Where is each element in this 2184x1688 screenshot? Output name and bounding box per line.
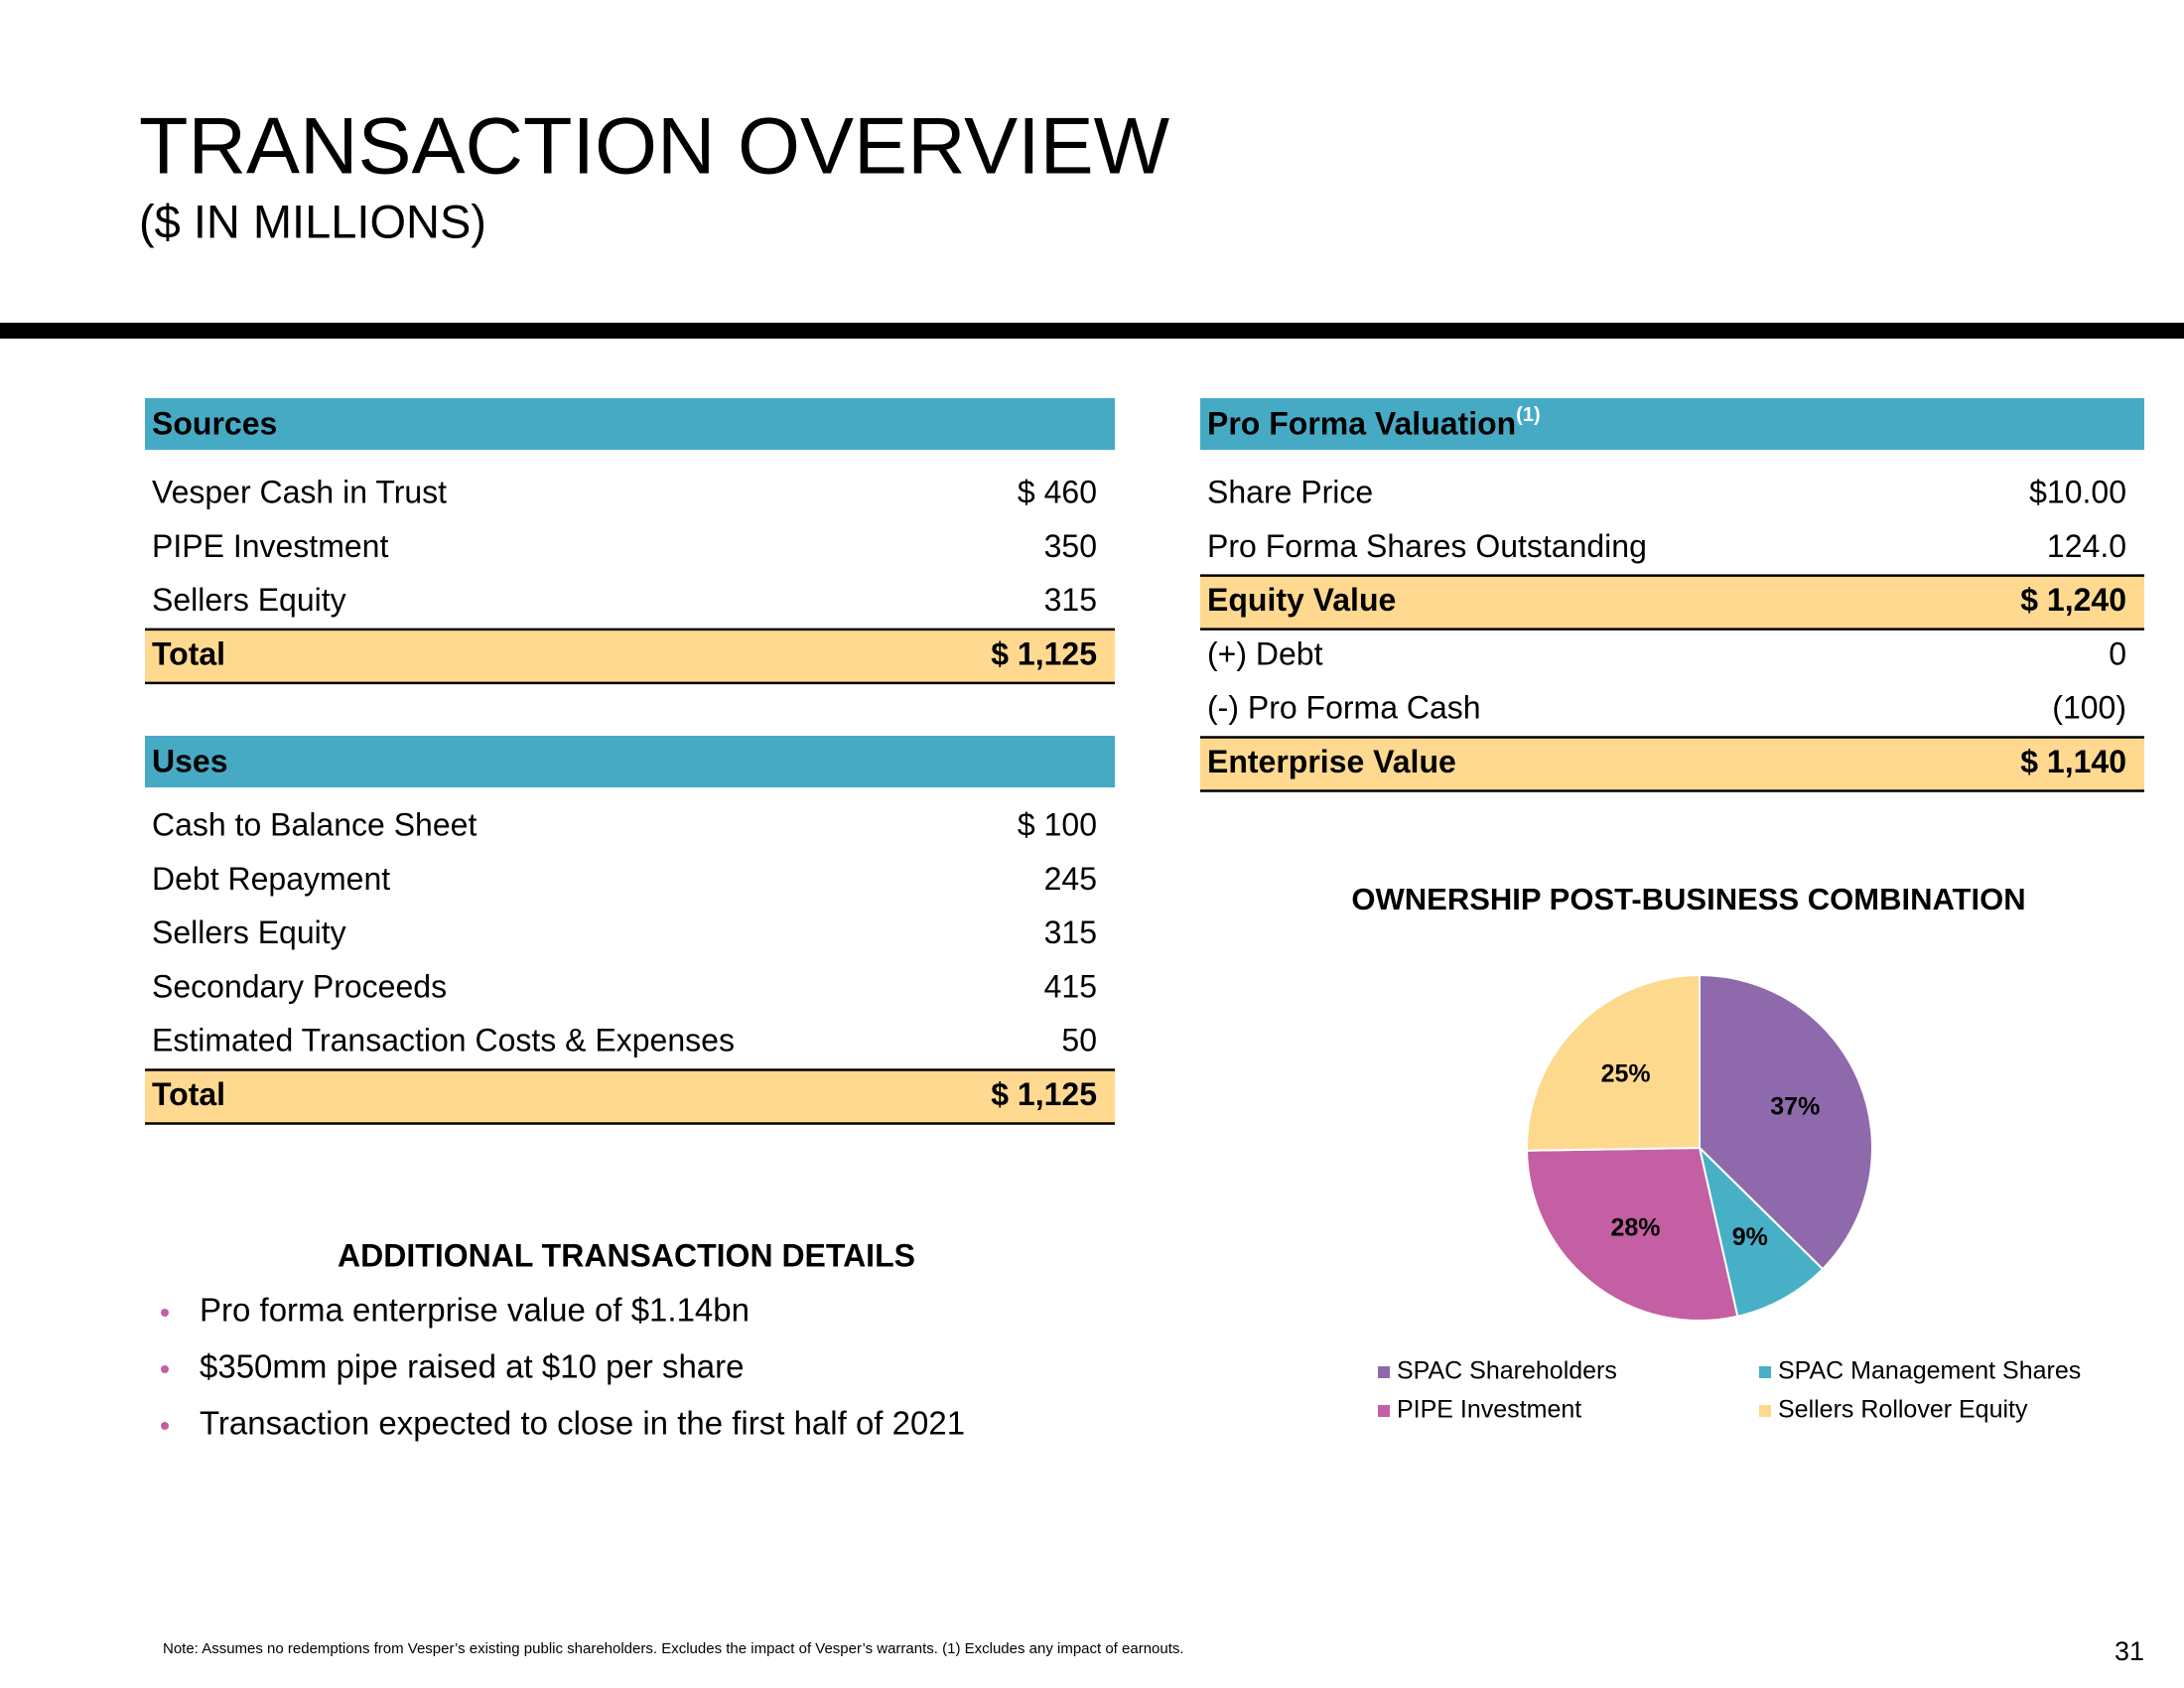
table-header-bar <box>1200 398 2144 450</box>
row-value: 245 <box>1044 861 1097 897</box>
row-label: Sellers Equity <box>152 914 346 950</box>
footnote: Note: Assumes no redemptions from Vesper… <box>163 1640 1184 1657</box>
slice-label: 28% <box>1610 1214 1660 1242</box>
row-value: $ 100 <box>1018 806 1097 842</box>
legend-label: SPAC Management Shares <box>1778 1357 2081 1385</box>
total-row-bg <box>1200 737 2144 791</box>
pie-slice <box>1526 1146 1739 1322</box>
pie-slice <box>1526 973 1701 1152</box>
row-label: Pro Forma Shares Outstanding <box>1207 528 1647 564</box>
row-value: $ 460 <box>1018 474 1097 509</box>
details-title: ADDITIONAL TRANSACTION DETAILS <box>338 1237 915 1273</box>
bullet-text: $350mm pipe raised at $10 per share <box>200 1348 745 1385</box>
pie-slice <box>1699 973 1873 1271</box>
row-label: Equity Value <box>1207 582 1396 618</box>
total-row-bg <box>145 1069 1115 1124</box>
bullet <box>161 1422 169 1430</box>
row-label: Share Price <box>1207 474 1373 509</box>
legend-swatch <box>1378 1405 1390 1417</box>
row-label: Total <box>152 635 225 671</box>
page-number: 31 <box>2115 1636 2144 1666</box>
row-label: Cash to Balance Sheet <box>152 806 477 842</box>
row-label: Total <box>152 1076 225 1112</box>
legend-label: Sellers Rollover Equity <box>1778 1396 2028 1424</box>
divider <box>0 323 2184 339</box>
row-value: (100) <box>2052 690 2126 726</box>
row-label: (-) Pro Forma Cash <box>1207 690 1481 726</box>
row-label: Vesper Cash in Trust <box>152 474 447 509</box>
row-value: 315 <box>1044 582 1097 618</box>
row-label: Secondary Proceeds <box>152 968 447 1004</box>
slice-label: 25% <box>1601 1059 1651 1087</box>
legend-label: PIPE Investment <box>1397 1396 1581 1424</box>
row-label: (+) Debt <box>1207 635 1323 671</box>
bullet-text: Transaction expected to close in the fir… <box>200 1405 965 1442</box>
row-value: 415 <box>1044 968 1097 1004</box>
row-value: 350 <box>1044 528 1097 564</box>
total-row-bg <box>1200 575 2144 630</box>
row-label: Estimated Transaction Costs & Expenses <box>152 1023 735 1058</box>
slice-label: 9% <box>1732 1223 1768 1251</box>
row-value: 124.0 <box>2047 528 2126 564</box>
bullet <box>161 1365 169 1373</box>
page-title: TRANSACTION OVERVIEW <box>139 101 1170 191</box>
row-value: 315 <box>1044 914 1097 950</box>
page-subtitle: ($ IN MILLIONS) <box>139 195 486 247</box>
row-value: $10.00 <box>2029 474 2126 509</box>
table-header-bar <box>145 398 1115 450</box>
bullet <box>161 1309 169 1317</box>
table-header: Sources <box>152 405 277 441</box>
row-label: PIPE Investment <box>152 528 388 564</box>
total-row-bg <box>145 629 1115 683</box>
table-header: Uses <box>152 743 228 778</box>
row-value: $ 1,140 <box>2020 744 2126 779</box>
pie-slice <box>1698 1144 1825 1318</box>
table-header-note: (1) <box>1516 404 1540 426</box>
row-label: Debt Repayment <box>152 861 390 897</box>
legend-swatch <box>1759 1405 1771 1417</box>
table-header: Pro Forma Valuation(1) <box>1207 404 1541 441</box>
row-value: $ 1,125 <box>991 1076 1097 1112</box>
row-label: Enterprise Value <box>1207 744 1456 779</box>
legend-swatch <box>1759 1366 1771 1378</box>
bullet-text: Pro forma enterprise value of $1.14bn <box>200 1292 750 1329</box>
row-value: $ 1,240 <box>2020 582 2126 618</box>
row-value: 0 <box>2109 635 2126 671</box>
slice-label: 37% <box>1770 1092 1820 1120</box>
legend-swatch <box>1378 1366 1390 1378</box>
row-value: 50 <box>1061 1023 1097 1058</box>
chart-title: OWNERSHIP POST-BUSINESS COMBINATION <box>1351 882 2025 916</box>
row-value: $ 1,125 <box>991 635 1097 671</box>
row-label: Sellers Equity <box>152 582 346 618</box>
legend-label: SPAC Shareholders <box>1397 1357 1617 1385</box>
table-header-bar <box>145 736 1115 787</box>
